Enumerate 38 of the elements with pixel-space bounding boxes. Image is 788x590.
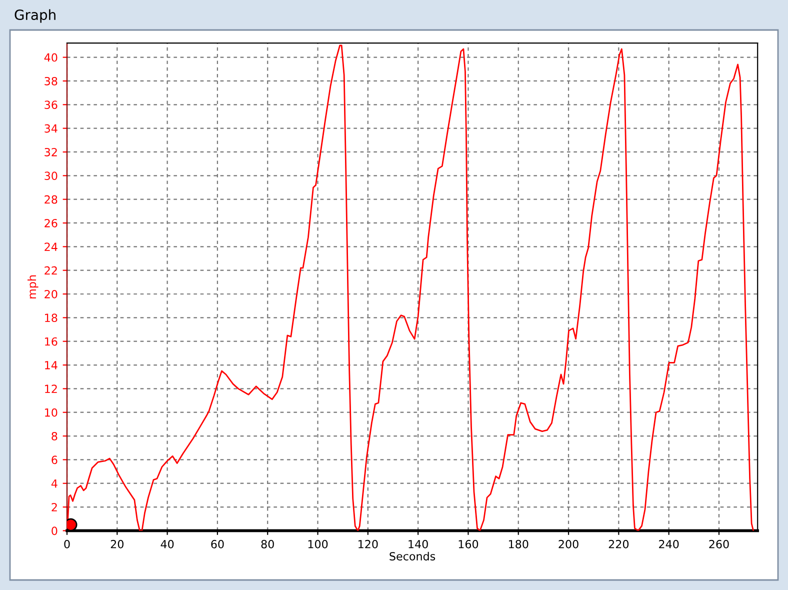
y-tick-label: 38 (44, 76, 58, 86)
y-tick-label: 24 (44, 242, 58, 251)
x-tick-label: 100 (308, 540, 328, 548)
y-tick-label: 30 (44, 172, 58, 180)
y-tick-label: 14 (45, 361, 58, 370)
x-tick-label: 80 (261, 540, 274, 548)
x-tick-label: 260 (709, 540, 729, 548)
x-tick-label: 180 (508, 540, 528, 548)
y-tick-label: 12 (45, 384, 57, 393)
x-axis-title: Seconds (390, 552, 436, 560)
y-tick-label: 26 (44, 218, 58, 228)
x-tick-label: 0 (64, 540, 70, 548)
x-tick-label: 40 (160, 540, 174, 548)
y-tick-label: 18 (45, 314, 58, 322)
y-tick-label: 16 (45, 337, 58, 346)
y-tick-label: 2 (52, 503, 57, 512)
chart-title: Graph (14, 9, 56, 23)
y-tick-label: 28 (44, 195, 58, 204)
x-tick-label: 60 (211, 540, 224, 548)
x-tick-label: 240 (659, 540, 679, 548)
y-tick-label: 32 (44, 148, 57, 156)
y-tick-label: 8 (52, 432, 58, 440)
y-tick-label: 0 (52, 526, 58, 536)
x-tick-label: 200 (558, 540, 578, 548)
y-axis-title: mph (28, 275, 38, 298)
y-tick-label: 40 (44, 53, 58, 62)
y-tick-label: 22 (44, 266, 57, 275)
x-tick-label: 220 (608, 540, 629, 548)
y-tick-label: 10 (45, 408, 58, 417)
x-tick-label: 120 (358, 540, 378, 548)
y-tick-label: 20 (44, 290, 58, 298)
y-tick-label: 6 (52, 456, 58, 464)
y-tick-label: 36 (44, 100, 58, 110)
x-tick-label: 20 (110, 540, 124, 548)
x-tick-label: 140 (408, 540, 428, 548)
x-tick-label: 160 (458, 540, 478, 548)
y-tick-label: 4 (51, 479, 58, 488)
y-tick-label: 34 (44, 124, 58, 133)
